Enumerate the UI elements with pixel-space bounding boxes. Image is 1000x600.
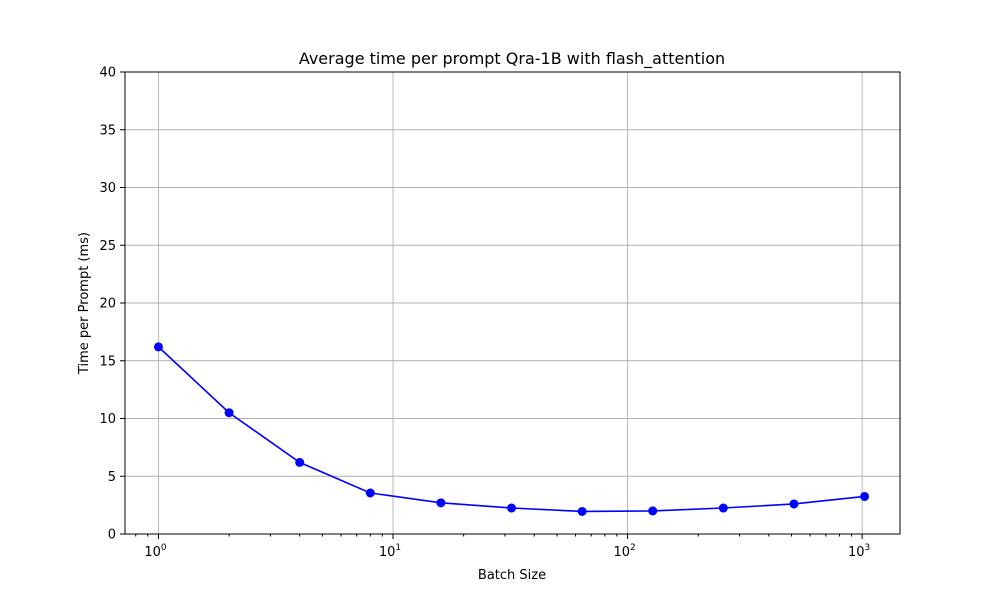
y-tick-label: 30: [99, 181, 116, 196]
data-point: [789, 499, 799, 509]
data-point: [365, 488, 375, 498]
data-point: [577, 506, 587, 516]
series-layer: [153, 342, 870, 516]
grid-lines: [125, 71, 900, 535]
data-point: [648, 506, 658, 516]
data-point: [295, 457, 305, 467]
data-point: [436, 498, 446, 508]
x-tick-label: 102: [613, 543, 635, 560]
y-tick-label: 15: [99, 354, 116, 369]
y-tick-label: 40: [99, 66, 116, 81]
x-tick-label: 100: [144, 543, 167, 560]
y-tick-label: 5: [108, 470, 116, 485]
data-point: [718, 503, 728, 513]
chart-title: Average time per prompt Qra-1B with flas…: [299, 49, 725, 69]
y-tick-label: 10: [99, 412, 116, 427]
data-point: [224, 408, 234, 418]
x-tick-label: 101: [379, 543, 401, 560]
y-tick-label: 0: [108, 528, 116, 543]
y-tick-label: 35: [99, 123, 116, 138]
axis-ticks: 0 5 10 15 20 25 30 35 40 100 101 102 103: [99, 66, 870, 561]
data-point: [860, 491, 870, 501]
data-point: [507, 503, 517, 513]
y-tick-label: 25: [99, 239, 116, 254]
data-point: [153, 342, 163, 352]
y-tick-label: 20: [99, 297, 116, 312]
y-axis-label: Time per Prompt (ms): [77, 232, 92, 375]
series-line: [157, 346, 865, 513]
x-axis-label: Batch Size: [478, 568, 546, 583]
x-tick-label: 103: [848, 543, 870, 560]
